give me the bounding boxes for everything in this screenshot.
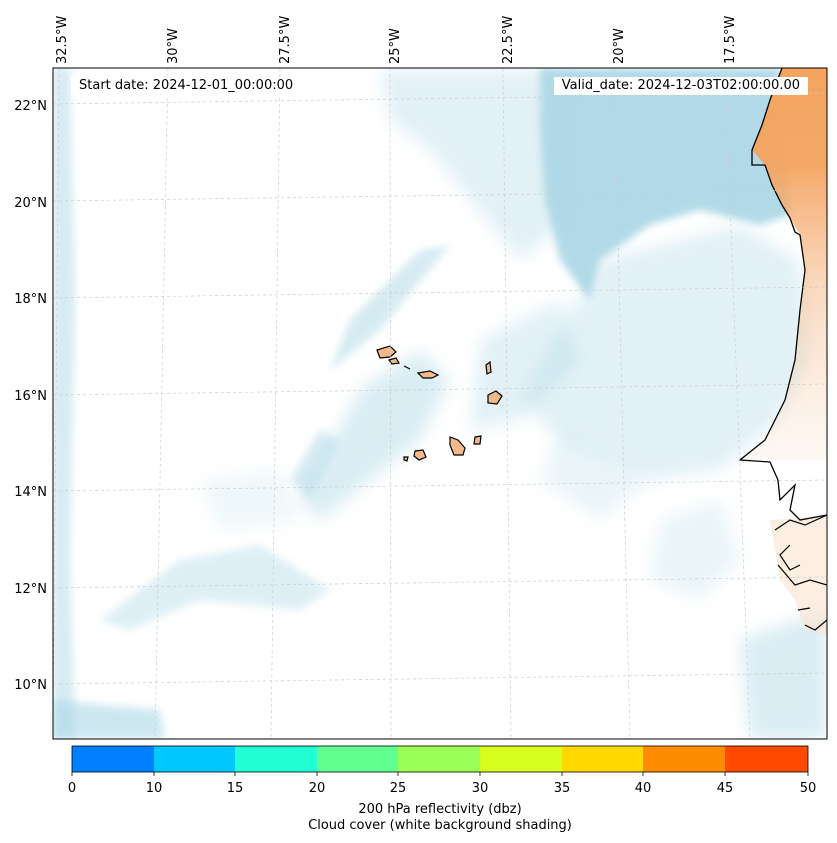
africa-coast — [738, 68, 827, 635]
colorbar-segment — [317, 746, 398, 772]
colorbar-segment — [72, 746, 154, 772]
colorbar-segment — [235, 746, 317, 772]
valid-date-label: Valid_date: 2024-12-03T02:00:00.00 — [553, 77, 808, 95]
map-area — [53, 68, 827, 739]
island-brava — [403, 456, 409, 462]
graticule — [53, 68, 827, 739]
colorbar-tick-label: 10 — [146, 781, 163, 796]
latitude-labels: 22°N 20°N 18°N 16°N 14°N 12°N 10°N — [14, 99, 47, 693]
lon-label: 27.5°W — [278, 16, 293, 64]
island-sao-nicolau — [416, 370, 440, 379]
island-maio — [473, 435, 482, 445]
colorbar-segment — [725, 746, 808, 772]
lon-label: 17.5°W — [723, 16, 738, 64]
lat-label: 20°N — [14, 196, 47, 211]
lon-label: 25°W — [388, 28, 403, 64]
lat-label: 22°N — [14, 99, 47, 114]
lat-label: 12°N — [14, 582, 47, 597]
colorbar-subtitle: Cloud cover (white background shading) — [308, 818, 572, 833]
lat-label: 18°N — [14, 292, 47, 307]
island-santa-luzia — [403, 365, 411, 370]
cape-verde-islands — [376, 345, 503, 462]
colorbar-segment — [398, 746, 480, 772]
colorbar-tick-label: 15 — [227, 781, 244, 796]
colorbar-title: 200 hPa reflectivity (dbz) — [358, 802, 522, 817]
colorbar-tick-label: 45 — [717, 781, 734, 796]
lon-label: 20°W — [612, 28, 627, 64]
lat-label: 16°N — [14, 389, 47, 404]
colorbar: 0 10 15 20 25 30 35 40 45 50 — [68, 745, 817, 796]
colorbar-segment — [562, 746, 643, 772]
map-frame — [52, 67, 828, 740]
lat-label: 10°N — [14, 678, 47, 693]
lat-label: 14°N — [14, 485, 47, 500]
colorbar-segment — [480, 746, 562, 772]
colorbar-tick-label: 20 — [309, 781, 326, 796]
lon-label: 32.5°W — [55, 16, 70, 64]
colorbar-tick-label: 50 — [800, 781, 817, 796]
island-santiago — [449, 436, 466, 456]
island-sal — [485, 360, 492, 375]
colorbar-tick-label: 30 — [472, 781, 489, 796]
island-sao-vicente — [387, 357, 400, 365]
colorbar-tick-label: 40 — [635, 781, 652, 796]
lon-label: 22.5°W — [501, 16, 516, 64]
colorbar-tick-label: 0 — [68, 781, 76, 796]
colorbar-tick-label: 35 — [554, 781, 571, 796]
lon-label: 30°W — [166, 28, 181, 64]
colorbar-outline — [71, 745, 809, 773]
start-date-label: Start date: 2024-12-01_00:00:00 — [71, 77, 302, 95]
island-santo-antao — [376, 345, 397, 359]
colorbar-tick-label: 25 — [390, 781, 407, 796]
colorbar-segment — [643, 746, 725, 772]
island-fogo — [413, 449, 427, 461]
island-boa-vista — [487, 390, 503, 405]
colorbar-ticks — [71, 772, 809, 776]
colorbar-segment — [154, 746, 235, 772]
longitude-labels: 32.5°W 30°W 27.5°W 25°W 22.5°W 20°W 17.5… — [55, 16, 738, 64]
